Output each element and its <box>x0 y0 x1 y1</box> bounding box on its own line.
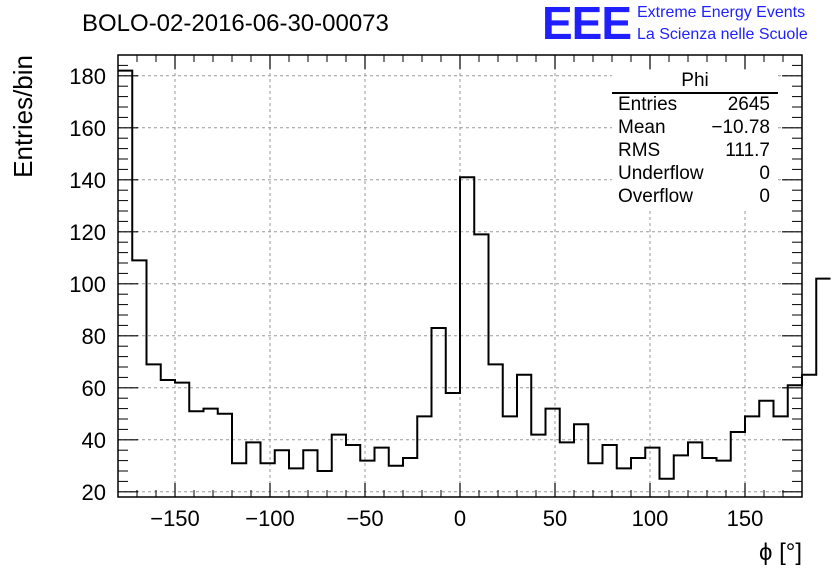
stats-value: 0 <box>759 163 770 184</box>
stats-label: Mean <box>618 117 666 138</box>
y-tick-label: 140 <box>69 168 106 193</box>
stats-title: Phi <box>612 70 778 94</box>
stats-row: Entries 2645 <box>612 94 778 117</box>
y-tick-label: 60 <box>82 376 106 401</box>
x-tick-label: −150 <box>150 506 200 531</box>
chart-title: BOLO-02-2016-06-30-00073 <box>82 10 389 37</box>
y-tick-label: 80 <box>82 324 106 349</box>
stats-box: Phi Entries 2645 Mean −10.78 RMS 111.7 Underfl… <box>612 70 778 209</box>
axis-ticks <box>118 55 802 497</box>
x-tick-label: 0 <box>454 506 466 531</box>
x-tick-label: 150 <box>727 506 764 531</box>
y-tick-label: 100 <box>69 272 106 297</box>
x-tick-label: −50 <box>346 506 383 531</box>
y-tick-label: 20 <box>82 480 106 505</box>
y-tick-label: 120 <box>69 220 106 245</box>
stats-value: 111.7 <box>725 140 770 161</box>
stats-label: Underflow <box>618 163 704 184</box>
y-axis-label: Entries/bin <box>8 55 38 178</box>
stats-value: 0 <box>759 186 770 207</box>
x-tick-label: −100 <box>245 506 295 531</box>
stats-value: −10.78 <box>711 117 770 138</box>
stats-row: Overflow 0 <box>612 186 778 209</box>
y-tick-label: 180 <box>69 64 106 89</box>
stats-row: Underflow 0 <box>612 163 778 186</box>
stats-row: Mean −10.78 <box>612 117 778 140</box>
histogram-outline <box>118 69 831 480</box>
stats-label: RMS <box>618 140 661 161</box>
stats-rows: Entries 2645 Mean −10.78 RMS 111.7 Underflow 0 O… <box>612 94 778 209</box>
stats-label: Entries <box>618 94 678 115</box>
y-tick-labels: 20 40 60 80 100 120 140 160 180 <box>69 64 106 505</box>
stats-label: Overflow <box>618 186 693 207</box>
stats-row: RMS 111.7 <box>612 140 778 163</box>
x-tick-label: 50 <box>543 506 567 531</box>
eee-logo: EEE <box>542 0 632 49</box>
logo-line-1: Extreme Energy Events <box>637 4 806 21</box>
y-tick-label: 160 <box>69 116 106 141</box>
stats-value: 2645 <box>727 94 770 115</box>
y-tick-label: 40 <box>82 428 106 453</box>
x-tick-labels: −150 −100 −50 0 50 100 150 <box>150 506 763 531</box>
logo-line-2: La Scienza nelle Scuole <box>637 26 808 43</box>
x-axis-label: ϕ [°] <box>759 539 802 566</box>
x-tick-label: 100 <box>632 506 669 531</box>
